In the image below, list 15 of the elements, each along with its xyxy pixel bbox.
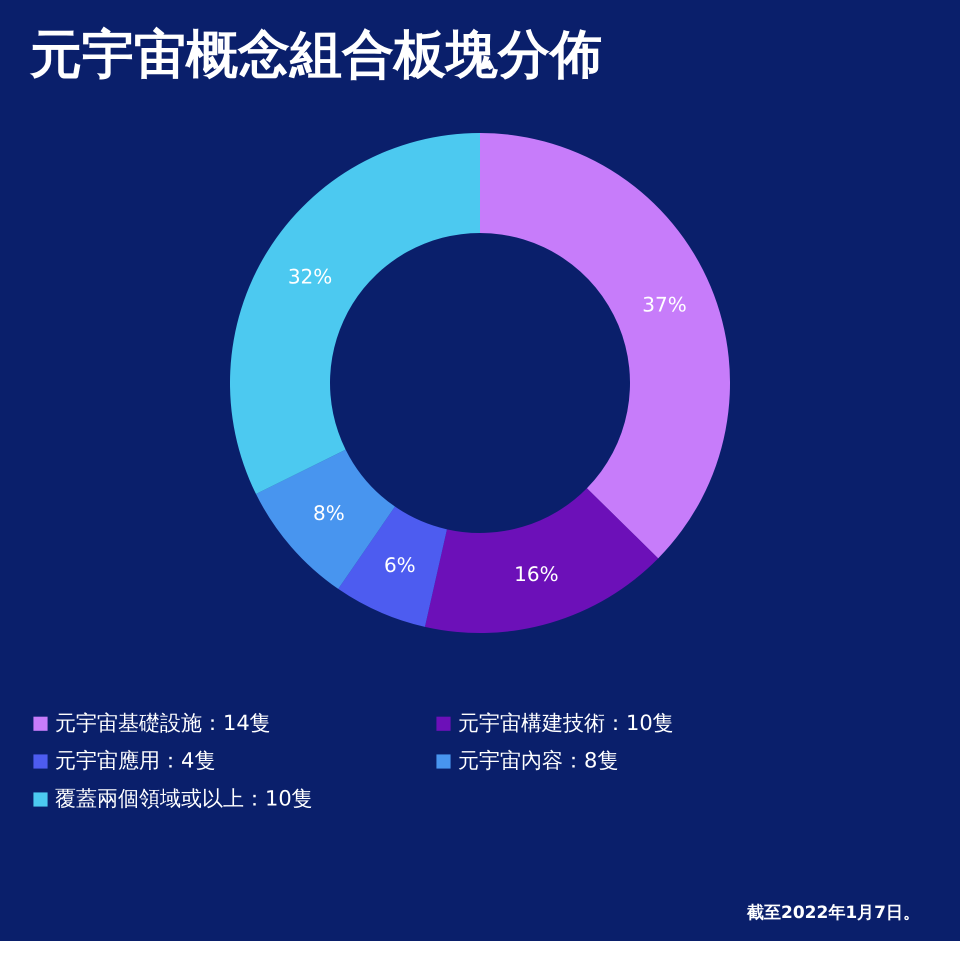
legend-label: 元宇宙基礎設施：14隻 (55, 710, 271, 735)
legend-label: 元宇宙內容：8隻 (458, 748, 618, 772)
data-label: 32% (288, 264, 332, 289)
donut-slice (230, 133, 480, 494)
chart-title: 元宇宙概念組合板塊分佈 (29, 25, 602, 85)
legend-label: 元宇宙構建技術：10隻 (458, 710, 674, 735)
data-label: 8% (312, 500, 345, 525)
data-label: 6% (384, 553, 416, 578)
data-label: 37% (642, 292, 687, 317)
text: 截至2022年1月7日。 (746, 903, 920, 923)
donut-slice (424, 488, 658, 633)
donut-slice (480, 133, 730, 558)
data-label: 16% (514, 562, 559, 586)
legend-label: 元宇宙應用：4隻 (55, 748, 216, 772)
legend-label: 覆蓋兩個領域或以上：10隻 (55, 786, 313, 810)
